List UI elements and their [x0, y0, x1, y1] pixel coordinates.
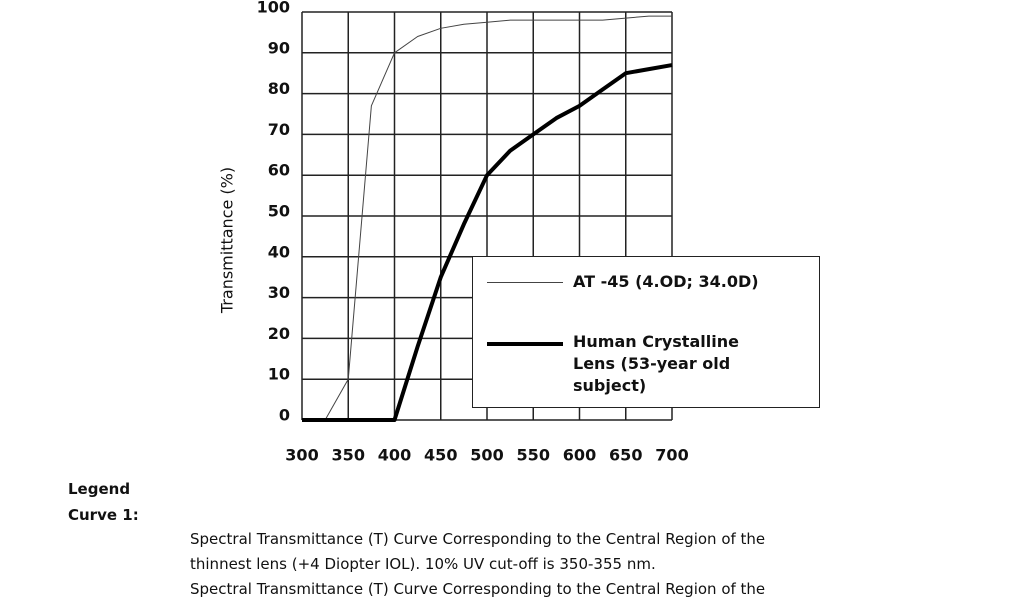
y-tick-label: 50: [268, 202, 290, 221]
data-line: [302, 15, 672, 421]
x-tick-label: 500: [470, 446, 503, 465]
legend-label: Human Crystalline Lens (53-year old subj…: [573, 332, 739, 395]
legend-label: AT -45 (4.OD; 34.0D): [573, 272, 759, 291]
y-axis-label: Transmittance (%): [218, 167, 237, 314]
x-tick-label: 300: [285, 446, 318, 465]
y-tick-label: 70: [268, 120, 290, 139]
x-tick-label: 700: [655, 446, 688, 465]
y-tick-label: 30: [268, 283, 290, 302]
y-tick-label: 20: [268, 324, 290, 343]
y-tick-label: 60: [268, 161, 290, 180]
y-tick-label: 0: [279, 406, 290, 425]
note-line: thinnest lens (+4 Diopter IOL). 10% UV c…: [190, 555, 656, 573]
y-tick-label: 100: [257, 0, 290, 17]
data-line: [302, 63, 673, 422]
x-tick-label: 550: [517, 446, 550, 465]
notes-heading: Legend: [68, 480, 131, 498]
note-line: Spectral Transmittance (T) Curve Corresp…: [190, 580, 766, 598]
x-tick-label: 650: [609, 446, 642, 465]
x-tick-label: 350: [332, 446, 365, 465]
legend-swatch: [487, 282, 563, 283]
y-tick-label: 40: [268, 242, 290, 261]
y-tick-label: 80: [268, 79, 290, 98]
y-tick-label: 10: [268, 365, 290, 384]
notes-label: Curve 1:: [68, 506, 139, 524]
y-tick-label: 90: [268, 38, 290, 57]
x-tick-label: 400: [378, 446, 411, 465]
legend-swatch: [487, 342, 563, 346]
legend: AT -45 (4.OD; 34.0D) Human Crystalline Le…: [472, 256, 820, 408]
x-tick-label: 450: [424, 446, 457, 465]
note-line: Spectral Transmittance (T) Curve Corresp…: [190, 530, 766, 548]
x-tick-label: 600: [563, 446, 596, 465]
